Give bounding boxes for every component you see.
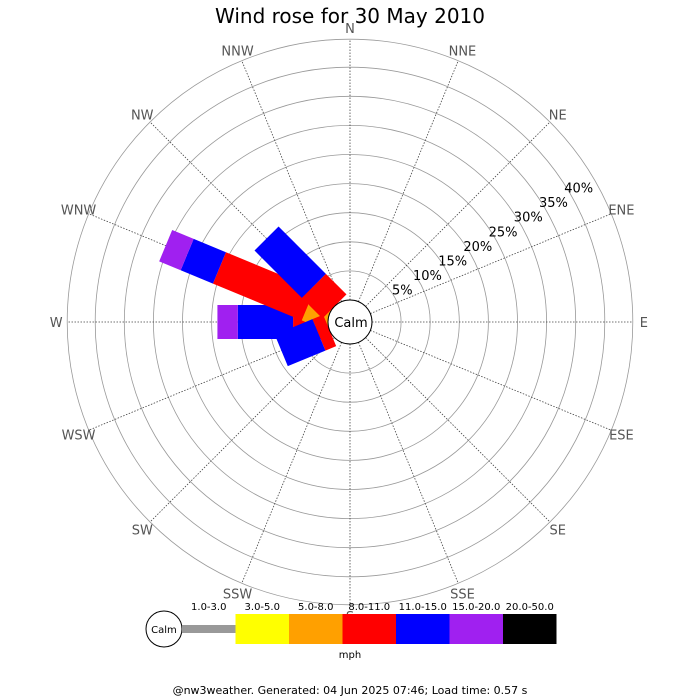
spoke-se: [365, 337, 551, 523]
direction-label-se: SE: [550, 524, 566, 539]
direction-label-nne: NNE: [449, 45, 477, 60]
segment-w-11.0-15.0: [237, 305, 294, 339]
direction-label-sse: SSE: [450, 587, 475, 602]
segment-nw-8.0-11.0: [301, 273, 347, 319]
legend-label-15.0-20.0: 15.0-20.0: [452, 602, 500, 613]
direction-label-ssw: SSW: [223, 587, 253, 602]
ring-label-20%: 20%: [463, 240, 492, 255]
ring-label-5%: 5%: [392, 283, 413, 298]
direction-label-n: N: [345, 22, 355, 37]
legend-calm-label: Calm: [151, 625, 177, 636]
legend-unit-label: mph: [339, 650, 361, 661]
legend-label-11.0-15.0: 11.0-15.0: [399, 602, 447, 613]
direction-label-wnw: WNW: [61, 204, 97, 219]
legend-swatch-15.0-20.0: [449, 614, 503, 644]
segment-nw-11.0-15.0: [254, 226, 326, 298]
segment-w-15.0-20.0: [217, 305, 238, 339]
direction-label-ne: NE: [549, 108, 567, 123]
direction-label-e: E: [640, 316, 648, 331]
segment-wnw-15.0-20.0: [159, 229, 194, 271]
segment-wnw-8.0-11.0: [212, 252, 315, 321]
legend-label-8.0-11.0: 8.0-11.0: [348, 602, 390, 613]
legend-swatch-1.0-3.0: [182, 625, 236, 633]
calm-label: Calm: [334, 316, 367, 331]
spoke-ene: [370, 213, 612, 314]
ring-outer: [66, 38, 634, 606]
ring-label-40%: 40%: [564, 182, 593, 197]
direction-label-wsw: WSW: [62, 428, 96, 443]
footer-text: @nw3weather. Generated: 04 Jun 2025 07:4…: [172, 684, 528, 697]
legend-swatch-3.0-5.0: [235, 614, 289, 644]
legend-swatch-5.0-8.0: [289, 614, 343, 644]
segment-wnw-11.0-15.0: [180, 238, 226, 284]
calm-circle: [327, 299, 373, 345]
ring-label-30%: 30%: [514, 211, 543, 226]
ring-label-15%: 15%: [438, 254, 467, 269]
direction-label-w: W: [50, 316, 63, 331]
bar-wsw: [274, 314, 337, 367]
legend-label-1.0-3.0: 1.0-3.0: [191, 602, 226, 613]
bar-nw: [254, 226, 347, 319]
ring-label-35%: 35%: [539, 196, 568, 211]
spoke-sse: [358, 342, 459, 584]
spoke-ese: [370, 330, 612, 431]
spoke-nnw: [241, 60, 342, 302]
legend-swatch-11.0-15.0: [396, 614, 450, 644]
legend: Calm 1.0-3.0 3.0-5.0 5.0-8.0 8.0-11.0 11.0-15…: [145, 602, 557, 661]
direction-label-nnw: NNW: [221, 45, 253, 60]
ring-labels: 5%10%15%20%25%30%35%40%: [392, 182, 593, 299]
segment-wsw-8.0-11.0: [312, 314, 337, 351]
chart-title: Wind rose for 30 May 2010: [215, 4, 485, 28]
legend-label-3.0-5.0: 3.0-5.0: [245, 602, 280, 613]
ring-20: [211, 183, 489, 461]
legend-label-5.0-8.0: 5.0-8.0: [298, 602, 333, 613]
ring-label-10%: 10%: [413, 269, 442, 284]
bars-group: [159, 226, 347, 367]
direction-label-sw: SW: [132, 524, 153, 539]
ring-35: [123, 95, 577, 549]
direction-label-ene: ENE: [608, 204, 634, 219]
spoke-nne: [358, 60, 459, 302]
legend-swatch-20.0-50.0: [503, 614, 557, 644]
direction-label-nw: NW: [131, 108, 154, 123]
spoke-ssw: [241, 342, 342, 584]
segment-wsw-11.0-15.0: [274, 319, 326, 367]
direction-label-ese: ESE: [609, 428, 634, 443]
spoke-ne: [365, 121, 551, 307]
legend-swatch-8.0-11.0: [342, 614, 396, 644]
spoke-sw: [149, 337, 335, 523]
direction-labels: NNNENEENEEESESESSESSSWSWWSWWWNWNWNNW: [50, 22, 648, 625]
legend-label-20.0-50.0: 20.0-50.0: [506, 602, 554, 613]
ring-label-25%: 25%: [489, 225, 518, 240]
ring-40: [94, 66, 606, 578]
